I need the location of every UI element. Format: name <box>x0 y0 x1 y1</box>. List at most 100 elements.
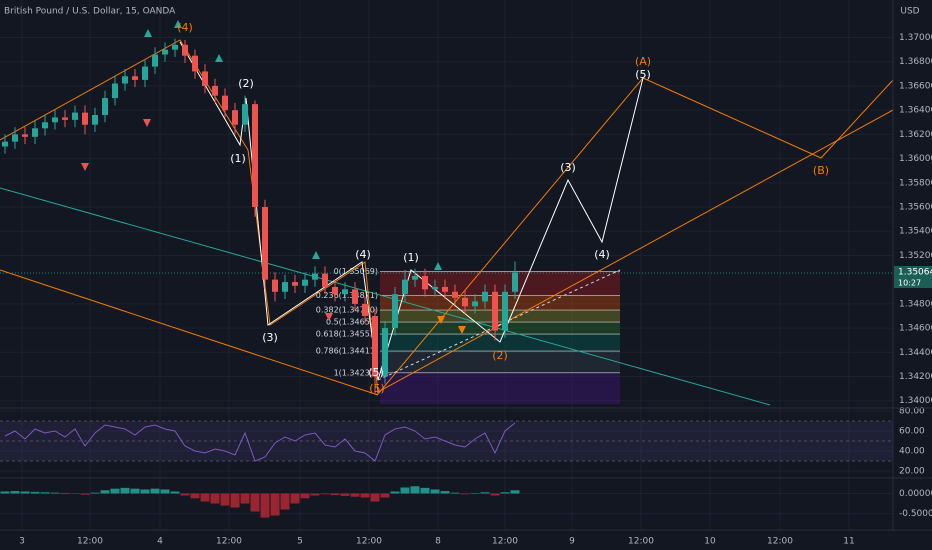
y-tick-label: 1.34400 <box>899 348 932 358</box>
candle-body <box>282 282 288 292</box>
candle-body <box>32 128 38 137</box>
wave-labels: (4) (2) (1) (3) (4) (5) (5) (1) (2) (3) … <box>177 21 829 395</box>
macd-bar <box>450 492 460 494</box>
y-tick-label: 1.34600 <box>899 324 932 334</box>
macd-bar <box>430 489 440 494</box>
trend-line <box>0 187 771 406</box>
candle-body <box>212 85 218 96</box>
wave-label: (B) <box>813 164 829 177</box>
y-tick-label: 20.00 <box>899 467 925 477</box>
macd-bar <box>340 493 350 496</box>
macd-bar <box>70 493 80 494</box>
macd-bar <box>460 493 470 495</box>
chart-title: British Pound / U.S. Dollar, 15, OANDA <box>4 7 176 17</box>
macd-bar <box>350 493 360 497</box>
fib-band <box>380 271 620 296</box>
fib-band <box>380 310 620 323</box>
x-tick-label: 12:00 <box>216 537 242 547</box>
y-tick-label: 1.36400 <box>899 106 932 116</box>
y-tick-label: 60.00 <box>899 427 925 437</box>
candle-body <box>412 276 418 280</box>
macd-bar <box>110 488 120 494</box>
indicators <box>0 420 893 518</box>
y-tick-label: 80.00 <box>899 407 925 417</box>
macd-bar <box>210 493 220 504</box>
wave-label: (4) <box>177 21 193 34</box>
macd-bar <box>330 493 340 496</box>
price-label-box <box>894 266 932 288</box>
wave-label: (4) <box>355 248 371 261</box>
candle-body <box>372 315 378 377</box>
macd-bar <box>100 490 110 494</box>
macd-bar <box>320 493 330 495</box>
candle-body <box>152 54 158 67</box>
y-tick-label: 1.34800 <box>899 299 932 309</box>
x-tick-label: 8 <box>435 537 441 547</box>
y-tick-label: 1.36000 <box>899 154 932 164</box>
macd-bar <box>380 493 390 498</box>
candle-body <box>92 115 98 125</box>
macd-bar <box>240 493 250 504</box>
macd-bar <box>150 488 160 494</box>
macd-bar <box>310 493 320 496</box>
macd-bar <box>480 492 490 494</box>
macd-bar <box>20 491 30 494</box>
wave-label: (3) <box>262 331 278 344</box>
macd-bar <box>470 493 480 494</box>
candle-body <box>192 55 198 72</box>
macd-bar <box>200 493 210 502</box>
rsi-line <box>4 422 516 462</box>
candle-body <box>252 104 258 208</box>
candle-body <box>102 98 108 116</box>
candle-body <box>482 291 488 302</box>
up-signal <box>144 29 152 37</box>
down-signal <box>325 313 333 321</box>
candle-body <box>422 276 428 290</box>
candle-body <box>142 66 148 80</box>
candle-body <box>442 286 448 292</box>
candle-body <box>52 117 58 123</box>
currency: USD <box>900 7 919 17</box>
fib-label: 0(1.35069) <box>334 267 378 276</box>
macd-bar <box>490 493 500 496</box>
candle-body <box>302 279 308 286</box>
macd-bar <box>440 491 450 494</box>
y-tick-label: 0.00000 <box>899 489 932 499</box>
macd-bar <box>60 493 70 494</box>
y-tick-label: 1.35800 <box>899 178 932 188</box>
candle-body <box>402 279 408 295</box>
candle-body <box>352 289 358 304</box>
x-tick-label: 10 <box>704 537 716 547</box>
macd-bar <box>260 493 270 518</box>
fib-band <box>380 372 620 405</box>
macd-bar <box>290 493 300 504</box>
macd-bar <box>300 493 310 499</box>
up-signal <box>312 251 320 259</box>
fib-band <box>380 295 620 311</box>
candle-body <box>462 297 468 307</box>
up-signal <box>434 262 442 270</box>
macd-bar <box>190 493 200 499</box>
wave-label: (5) <box>635 68 651 81</box>
candle-body <box>182 44 188 56</box>
x-tick-label: 12:00 <box>767 537 793 547</box>
candle-body <box>22 134 28 137</box>
signals <box>81 20 466 334</box>
candle-body <box>122 76 128 84</box>
x-tick-label: 4 <box>157 537 163 547</box>
wave-label: (1) <box>230 152 246 165</box>
y-tick-label: 40.00 <box>899 447 925 457</box>
macd-bar <box>270 493 280 516</box>
candle-body <box>72 112 78 120</box>
wave-label: (3) <box>560 161 576 174</box>
fib-label: 0.236(1.34871) <box>316 291 378 300</box>
candle-body <box>272 279 278 292</box>
macd-bar <box>40 492 50 494</box>
y-tick-label: 1.35400 <box>899 227 932 237</box>
macd-bar <box>50 492 60 494</box>
macd-bar <box>370 493 380 502</box>
macd-bar <box>230 493 240 508</box>
